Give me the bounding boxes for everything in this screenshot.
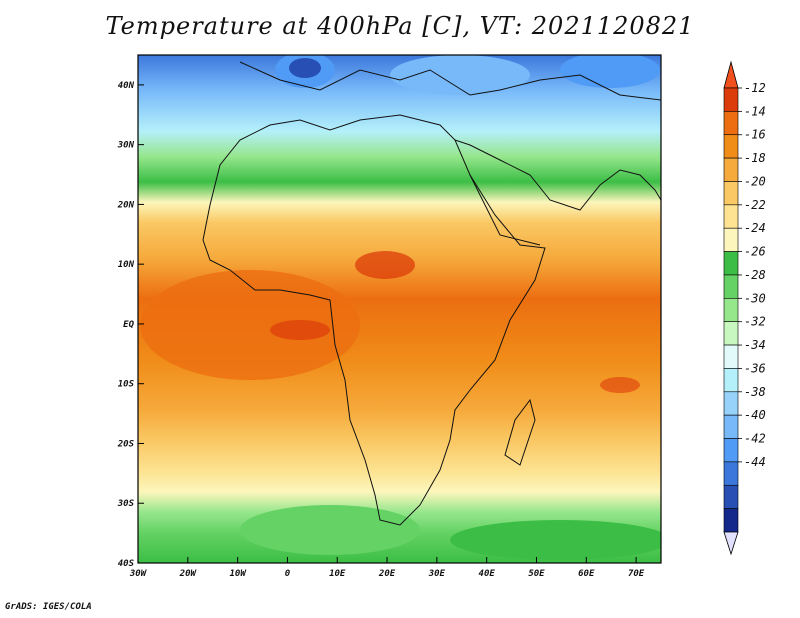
- temperature-field: [138, 55, 661, 563]
- x-tick-label: 10E: [329, 569, 346, 579]
- x-tick-label: 40E: [479, 569, 496, 579]
- colorbar-label: -32: [744, 315, 766, 329]
- y-tick-label: 40N: [118, 81, 135, 91]
- coastlines: [202, 61, 662, 526]
- colorbar-over-triangle: [723, 60, 739, 89]
- colorbar-label: -30: [744, 291, 766, 305]
- colorbar-label: -12: [744, 81, 766, 95]
- axis-ticks: 30W 20W 10W 0 10E 20E 30E 40E 50E 60E 70E 40N 30N 20N…: [117, 81, 645, 579]
- colorbar-bin: [723, 274, 739, 299]
- colorbar-label: -40: [744, 408, 766, 422]
- y-tick-label: 10N: [118, 260, 135, 270]
- colorbar-bin: [723, 461, 739, 486]
- colorbar-bin: [723, 157, 739, 182]
- colorbar-bin: [723, 111, 739, 136]
- x-tick-label: 10W: [229, 569, 247, 579]
- x-tick-label: 70E: [628, 569, 645, 579]
- colorbar-under-triangle: [723, 531, 739, 556]
- colorbar-label: -28: [744, 268, 766, 282]
- x-tick-label: 30W: [129, 569, 148, 579]
- colorbar-label: -42: [744, 432, 766, 446]
- colorbar-label: -36: [744, 361, 766, 375]
- x-tick-label: 20E: [378, 569, 396, 579]
- colorbar-bin: [723, 251, 739, 276]
- colorbar-label: -34: [744, 338, 766, 352]
- y-tick-label: 10S: [118, 380, 135, 390]
- colorbar: -12 -14 -16 -18 -20 -22 -24 -26 -28 -30 -32 -34 -36 -…: [723, 60, 766, 556]
- map-title: Temperature at 400hPa [C], VT: 202112082…: [105, 12, 695, 40]
- colorbar-bin: [723, 298, 739, 322]
- footer-credit: GrADS: IGES/COLA: [5, 602, 92, 612]
- colorbar-bin: [723, 134, 739, 159]
- colorbar-bin: [723, 181, 739, 206]
- plot-frame: [137, 54, 662, 564]
- colorbar-bin: [723, 368, 739, 393]
- x-tick-label: 20W: [179, 569, 198, 579]
- colorbar-bin: [723, 414, 739, 439]
- x-tick-label: 50E: [528, 569, 545, 579]
- colorbar-label: -38: [744, 385, 766, 399]
- colorbar-bin: [723, 321, 739, 346]
- colorbar-label: -20: [744, 174, 766, 188]
- colorbar-label: -16: [744, 128, 766, 142]
- y-tick-label: 20S: [117, 439, 135, 449]
- x-tick-label: 30E: [428, 569, 446, 579]
- colorbar-bin: [723, 508, 739, 533]
- y-tick-label: EQ: [123, 320, 134, 330]
- x-tick-label: 60E: [578, 569, 595, 579]
- colorbar-label: -24: [744, 221, 766, 235]
- colorbar-label: -18: [744, 151, 766, 165]
- colorbar-bin: [723, 227, 739, 252]
- colorbar-bin: [723, 344, 739, 369]
- x-tick-label: 0: [285, 569, 291, 579]
- colorbar-label: -26: [744, 245, 766, 259]
- y-tick-label: 20N: [117, 200, 135, 210]
- colorbar-label: -22: [744, 198, 766, 212]
- colorbar-bin: [723, 438, 739, 463]
- y-tick-label: 40S: [118, 559, 135, 569]
- colorbar-label: -14: [744, 104, 766, 118]
- colorbar-bin: [723, 87, 739, 112]
- colorbar-label: -44: [744, 455, 766, 469]
- y-tick-label: 30N: [117, 141, 135, 151]
- colorbar-bin: [723, 204, 739, 229]
- y-tick-label: 30S: [117, 499, 135, 509]
- colorbar-bin: [723, 484, 739, 509]
- colorbar-bin: [723, 391, 739, 416]
